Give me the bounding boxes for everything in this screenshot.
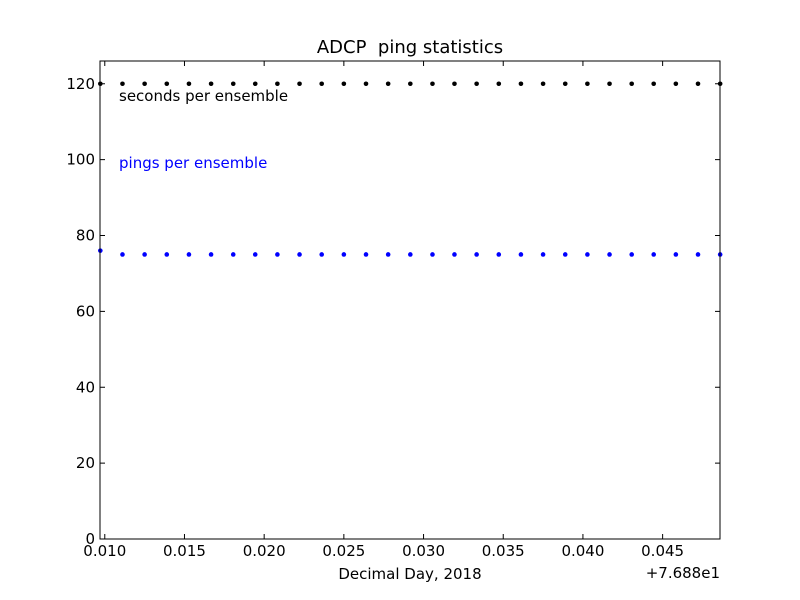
data-point [629,252,635,257]
data-point [585,81,590,87]
data-point [230,81,236,87]
data-point [430,252,435,257]
data-point [385,81,391,87]
data-point [629,81,635,87]
x-axis-label: Decimal Day, 2018 [338,565,481,583]
data-point [585,252,590,257]
x-tick-label: 0.040 [561,542,604,560]
data-point [452,81,457,87]
series-0 [98,81,723,87]
data-point [540,81,546,87]
axis-ticks: 0 20 40 60 80 100 120 0.010 0.015 0.020 0.025 0.030… [66,61,720,560]
data-point [297,81,302,87]
x-tick-label: 0.025 [322,542,365,560]
x-tick-label: 0.020 [243,542,286,560]
data-point [408,252,413,257]
data-point [164,252,170,257]
data-point [695,81,701,87]
data-point [562,81,568,87]
data-point [430,81,435,87]
data-point [297,252,302,257]
y-tick-label: 0 [85,530,95,548]
y-tick-label: 20 [76,454,95,472]
data-point [186,252,192,257]
data-point [208,81,214,87]
data-point [651,81,656,87]
data-point [607,252,612,257]
data-point [252,81,258,87]
data-point [673,81,679,87]
data-point [142,81,147,87]
data-point [230,252,236,257]
chart-title: ADCP ping statistics [317,37,503,58]
data-point [120,252,125,257]
y-tick-label: 120 [66,75,95,93]
data-point [518,252,524,257]
data-point [540,252,546,257]
data-point [186,81,192,87]
data-point [695,252,701,257]
data-point [319,81,325,87]
data-point [474,252,479,257]
y-tick-label: 100 [66,151,95,169]
data-point [319,252,325,257]
data-points [98,81,723,257]
x-tick-label: 0.035 [482,542,525,560]
data-point [452,252,457,257]
data-point [363,252,369,257]
y-tick-label: 80 [76,227,95,245]
annotation-pings-per-ensemble: pings per ensemble [119,154,267,172]
data-point [607,81,612,87]
data-point [385,252,391,257]
data-point [363,81,369,87]
x-tick-label: 0.045 [641,542,684,560]
data-point [341,81,347,87]
x-tick-label: 0.030 [402,542,445,560]
data-point [275,252,280,257]
data-point [120,81,125,87]
data-point [562,252,568,257]
plot-frame [99,60,721,540]
series-1 [98,248,723,257]
data-point [496,81,502,87]
data-point [408,81,413,87]
data-point [208,252,214,257]
data-point [673,252,679,257]
data-point [164,81,170,87]
y-tick-label: 60 [76,302,95,320]
data-point [496,252,502,257]
data-point [252,252,258,257]
x-tick-label: 0.015 [163,542,206,560]
data-point [275,81,280,87]
data-point [341,252,347,257]
data-point [142,252,147,257]
data-point [651,252,656,257]
annotation-seconds-per-ensemble: seconds per ensemble [119,87,288,105]
x-offset-label: +7.688e1 [646,564,720,582]
data-point [474,81,479,87]
x-tick-label: 0.010 [83,542,126,560]
data-point [518,81,524,87]
y-tick-label: 40 [76,378,95,396]
